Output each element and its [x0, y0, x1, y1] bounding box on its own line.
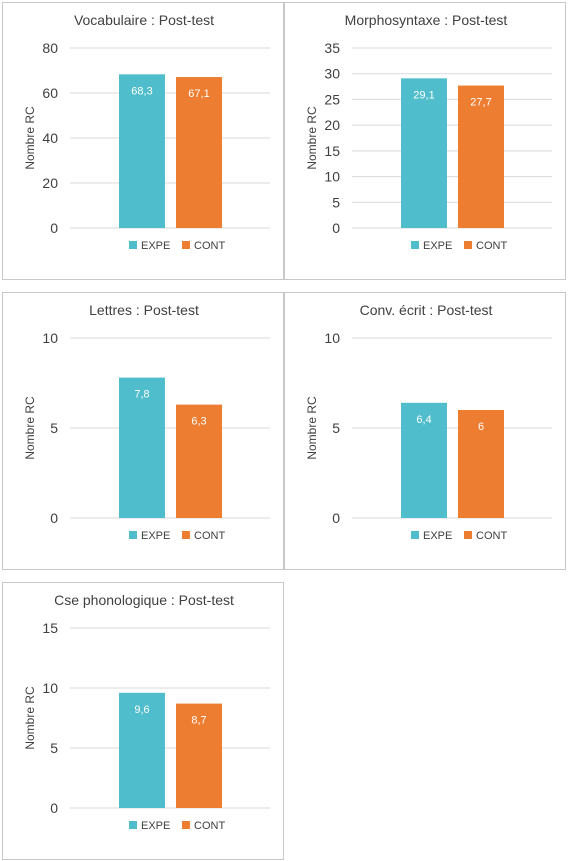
- legend-swatch-cont: [182, 241, 190, 249]
- chart-panel-cse-phonologique: Cse phonologique : Post-test 0 5 10 15 Nombre…: [2, 582, 284, 860]
- legend-label: EXPE: [141, 240, 170, 252]
- legend-label: EXPE: [423, 240, 452, 252]
- y-tick-label: 80: [42, 40, 58, 56]
- y-tick-label: 5: [332, 194, 340, 210]
- chart-panel-lettres: Lettres : Post-test 0 5 10 Nombre RC 7,8 6,3 EX…: [2, 292, 284, 570]
- y-tick-label: 20: [324, 117, 340, 133]
- chart-svg-lettres: Lettres : Post-test 0 5 10 Nombre RC 7,8 6,3 EX…: [23, 302, 270, 542]
- bar-expe: [119, 377, 165, 518]
- bar-cont: [176, 404, 222, 518]
- legend-swatch-expe: [411, 241, 419, 249]
- bar-cont: [176, 703, 222, 808]
- y-tick-label: 10: [324, 169, 340, 185]
- chart-panel-conv-ecrit: Conv. écrit : Post-test 0 5 10 Nombre RC 6,4 6…: [284, 292, 566, 570]
- legend-swatch-expe: [129, 821, 137, 829]
- y-axis-label: Nombre RC: [305, 396, 319, 460]
- chart-svg-conv-ecrit: Conv. écrit : Post-test 0 5 10 Nombre RC 6,4 6…: [305, 302, 552, 542]
- y-tick-label: 30: [324, 66, 340, 82]
- y-tick-label: 15: [324, 143, 340, 159]
- y-tick-label: 0: [50, 220, 58, 236]
- y-tick-label: 0: [332, 510, 340, 526]
- bar-cont: [176, 77, 222, 229]
- y-tick-label: 40: [42, 130, 58, 146]
- bar-cont: [458, 410, 504, 518]
- chart-title: Cse phonologique : Post-test: [54, 592, 234, 608]
- legend-label: CONT: [476, 240, 507, 252]
- y-tick-label: 25: [324, 91, 340, 107]
- y-tick-label: 35: [324, 40, 340, 56]
- chart-title: Lettres : Post-test: [89, 302, 199, 318]
- bar-expe: [401, 78, 447, 228]
- legend-swatch-cont: [182, 531, 190, 539]
- y-tick-label: 15: [42, 620, 58, 636]
- y-tick-label: 10: [324, 330, 340, 346]
- data-label: 6,4: [416, 414, 431, 426]
- legend-label: CONT: [476, 530, 507, 542]
- chart-svg-cse-phonologique: Cse phonologique : Post-test 0 5 10 15 Nombre…: [23, 592, 270, 832]
- y-axis-label: Nombre RC: [23, 686, 37, 750]
- y-tick-label: 5: [332, 420, 340, 436]
- data-label: 67,1: [188, 88, 209, 100]
- legend-label: CONT: [194, 240, 225, 252]
- y-tick-label: 10: [42, 680, 58, 696]
- y-tick-label: 60: [42, 85, 58, 101]
- data-label: 6: [478, 421, 484, 433]
- legend-label: CONT: [194, 820, 225, 832]
- chart-svg-vocabulaire: Vocabulaire : Post-test 0 20 40 60 80 Nombre R…: [23, 12, 270, 252]
- legend-swatch-expe: [129, 531, 137, 539]
- y-tick-label: 20: [42, 175, 58, 191]
- y-tick-label: 10: [42, 330, 58, 346]
- chart-panel-morphosyntaxe: Morphosyntaxe : Post-test 0 5 10 15 20 25 30 35 N…: [284, 2, 566, 280]
- legend-swatch-cont: [182, 821, 190, 829]
- y-axis-label: Nombre RC: [305, 106, 319, 170]
- legend-swatch-expe: [129, 241, 137, 249]
- y-tick-label: 0: [332, 220, 340, 236]
- legend-label: EXPE: [423, 530, 452, 542]
- y-axis-label: Nombre RC: [23, 396, 37, 460]
- bar-expe: [119, 692, 165, 808]
- y-tick-label: 0: [50, 800, 58, 816]
- legend-swatch-expe: [411, 531, 419, 539]
- legend-label: EXPE: [141, 820, 170, 832]
- chart-title: Conv. écrit : Post-test: [360, 302, 493, 318]
- chart-title: Vocabulaire : Post-test: [74, 12, 214, 28]
- data-label: 27,7: [470, 97, 491, 109]
- legend-swatch-cont: [464, 531, 472, 539]
- data-label: 8,7: [191, 715, 206, 727]
- y-tick-label: 5: [50, 420, 58, 436]
- chart-title: Morphosyntaxe : Post-test: [345, 12, 508, 28]
- data-label: 7,8: [134, 389, 149, 401]
- legend-swatch-cont: [464, 241, 472, 249]
- data-label: 29,1: [413, 89, 434, 101]
- y-tick-label: 5: [50, 740, 58, 756]
- data-label: 9,6: [134, 704, 149, 716]
- bar-expe: [119, 74, 165, 228]
- chart-svg-morphosyntaxe: Morphosyntaxe : Post-test 0 5 10 15 20 25 30 35 N…: [305, 12, 552, 252]
- y-axis-label: Nombre RC: [23, 106, 37, 170]
- data-label: 68,3: [131, 85, 152, 97]
- bar-expe: [401, 402, 447, 518]
- data-label: 6,3: [191, 416, 206, 428]
- legend-label: CONT: [194, 530, 225, 542]
- chart-panel-vocabulaire: Vocabulaire : Post-test 0 20 40 60 80 Nombre R…: [2, 2, 284, 280]
- bar-cont: [458, 85, 504, 229]
- legend-label: EXPE: [141, 530, 170, 542]
- y-tick-label: 0: [50, 510, 58, 526]
